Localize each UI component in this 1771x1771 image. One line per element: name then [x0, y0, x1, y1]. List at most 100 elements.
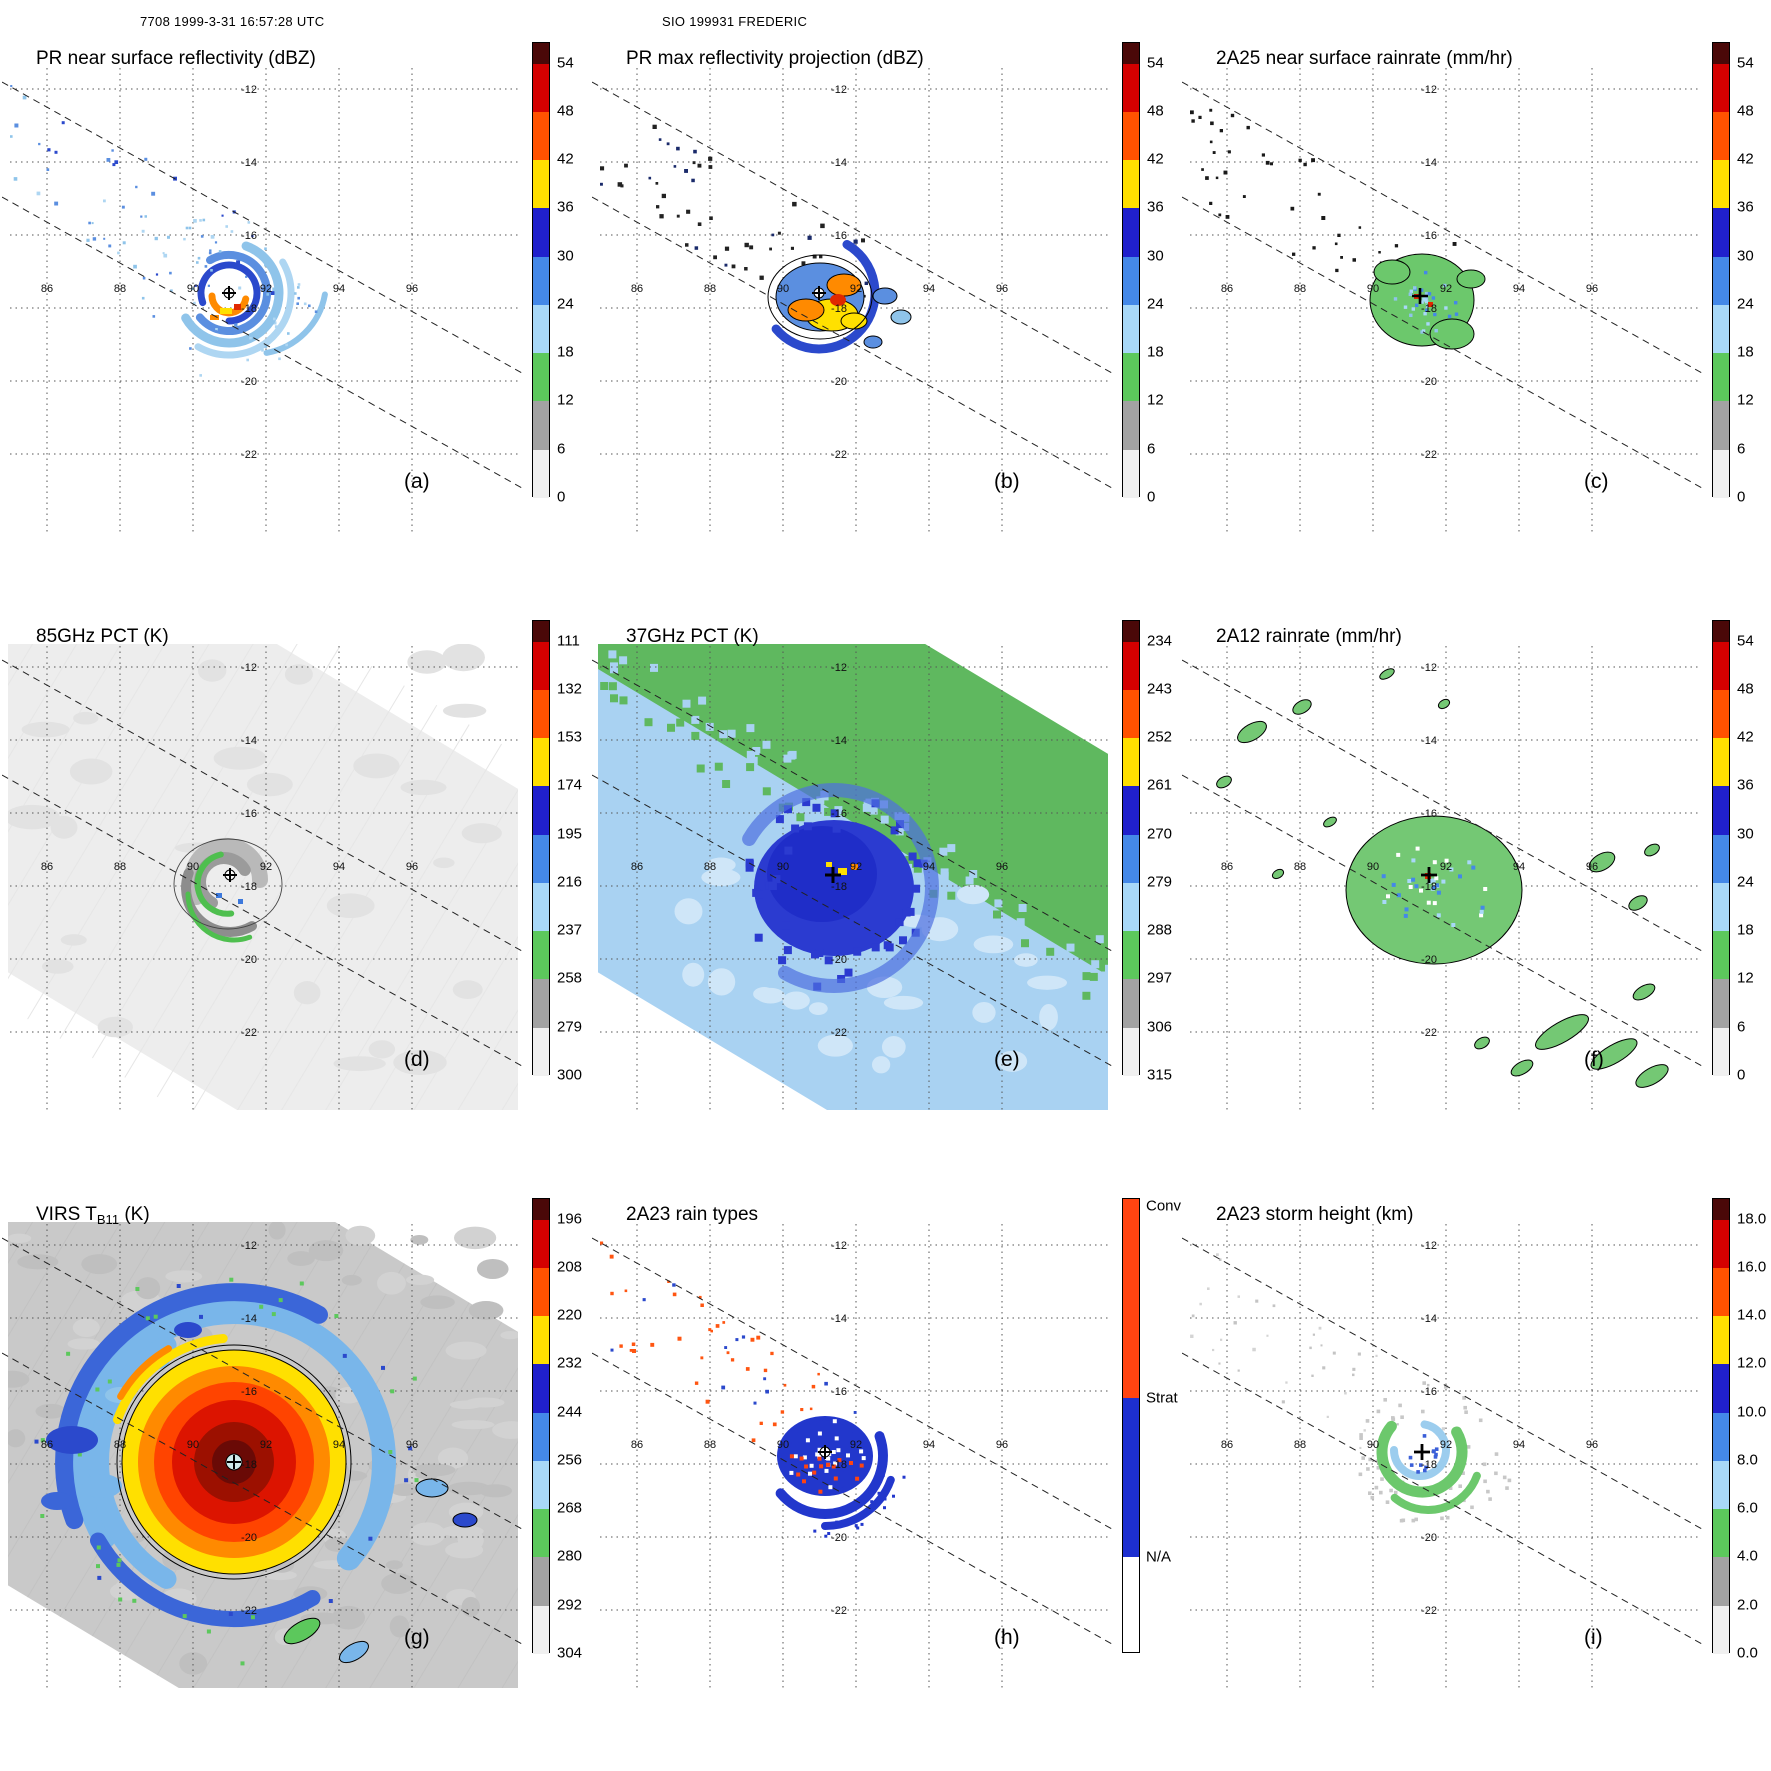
panel-f: 86 88 90 92 94 96 -12 -14 -16 -18 -20 -22 2A12 rainr… — [1180, 608, 1770, 1186]
colorbar-tick-label: 6 — [557, 440, 566, 458]
lon-label: 90 — [777, 861, 789, 873]
lat-label: -18 — [1421, 881, 1437, 893]
colorbar-tick-label: 234 — [1147, 632, 1173, 649]
colorbar-segment — [533, 1460, 549, 1510]
colorbar-segment — [533, 353, 549, 402]
colorbar-tick-label: 12 — [1147, 391, 1164, 409]
lat-label: -16 — [1421, 1386, 1437, 1398]
lon-label: 96 — [406, 283, 418, 295]
swath-edge-lines — [1182, 659, 1703, 1067]
lat-label: -14 — [241, 157, 257, 169]
colorbar-segment — [533, 641, 549, 690]
panel-b: 86 88 90 92 94 96 -12 -14 -16 -18 -20 -22 PR max ref… — [590, 30, 1180, 608]
colorbar-segment — [1713, 208, 1729, 257]
lat-label: -12 — [831, 84, 847, 96]
lat-label: -14 — [831, 157, 847, 169]
colorbar-segment — [533, 256, 549, 305]
colorbar-tick-label: 30 — [1737, 825, 1754, 843]
colorbar-segment — [533, 786, 549, 835]
colorbar-segment — [533, 1027, 549, 1076]
colorbar-tick-label: 36 — [557, 198, 574, 216]
lat-label: -16 — [1421, 230, 1437, 242]
lat-label: -18 — [241, 1459, 257, 1471]
lon-label: 92 — [260, 283, 272, 295]
colorbar-tick-label: 48 — [557, 102, 574, 120]
colorbar-segment — [1123, 979, 1139, 1028]
panel-title: 2A12 rainrate (mm/hr) — [1216, 626, 1402, 647]
panel-title: VIRS TB11 (K) — [36, 1204, 150, 1227]
colorbar-tick-label: 232 — [557, 1354, 583, 1372]
colorbar-segment — [533, 1267, 549, 1317]
colorbar-tick-label: 30 — [557, 247, 574, 265]
lon-label: 90 — [1367, 1439, 1379, 1451]
colorbar-tick-label: 2.0 — [1737, 1596, 1758, 1614]
colorbar-segment — [1123, 160, 1139, 209]
lon-label: 94 — [333, 283, 345, 295]
colorbar-tick-label: 48 — [1737, 102, 1754, 120]
colorbar-tick-label: 132 — [557, 680, 583, 698]
panel-letter: (g) — [404, 1626, 430, 1649]
colorbar-tick-label: 36 — [1737, 198, 1754, 216]
panel-h: 86 88 90 92 94 96 -12 -14 -16 -18 -20 -22 2A23 rain … — [590, 1186, 1181, 1764]
graticule-labels: 86 88 90 92 94 96 -12 -14 -16 -18 -20 -22 VIRS TB11 … — [36, 1204, 430, 1649]
lon-label: 88 — [1294, 1439, 1306, 1451]
lat-label: -16 — [241, 1386, 257, 1398]
lon-label: 86 — [41, 283, 53, 295]
colorbar-tick-label: 14.0 — [1737, 1306, 1767, 1324]
colorbar-tick-label: 42 — [1737, 728, 1754, 746]
colorbar-tick-label: 306 — [1147, 1018, 1173, 1036]
colorbar-segment — [1123, 931, 1139, 980]
lat-label: -14 — [831, 735, 847, 747]
colorbar-segment — [1713, 304, 1729, 354]
swath-edge-lines — [592, 1237, 1113, 1645]
lat-label: -20 — [831, 954, 847, 966]
lat-label: -12 — [241, 84, 257, 96]
lon-label: 90 — [187, 861, 199, 873]
colorbar-segment — [1713, 1605, 1729, 1654]
panel-title: 2A23 storm height (km) — [1216, 1204, 1413, 1225]
colorbar-tick-label: 16.0 — [1737, 1258, 1767, 1276]
lat-label: -12 — [1421, 1240, 1437, 1252]
panel-letter: (a) — [404, 470, 430, 493]
colorbar-tick-label: 304 — [557, 1644, 583, 1662]
lon-label: 86 — [631, 283, 643, 295]
storm-name-label: SIO 199931 FREDERIC — [662, 14, 808, 29]
colorbar-segment — [1713, 111, 1729, 161]
lat-label: -22 — [831, 449, 847, 461]
plot-b: 86 88 90 92 94 96 -12 -14 -16 -18 -20 -22 PR max ref… — [592, 48, 1113, 532]
colorbar-segment — [533, 160, 549, 209]
colorbar-tick-label: 54 — [1737, 54, 1754, 71]
colorbar-tick-label: 216 — [557, 873, 583, 891]
colorbar-segment — [1123, 1398, 1139, 1557]
plot-e: 86 88 90 92 94 96 -12 -14 -16 -18 -20 -22 37GHz PCT … — [592, 626, 1113, 1110]
colorbar-tick-label: 18 — [1737, 343, 1754, 361]
colorbar-tick-label: 4.0 — [1737, 1547, 1758, 1565]
storm-raster — [34, 1277, 478, 1666]
lat-label: -14 — [1421, 157, 1437, 169]
colorbar-tick-label: 153 — [557, 728, 583, 746]
colorbar-segment — [1713, 1219, 1729, 1268]
colorbar-tick-label: 111 — [557, 632, 580, 649]
colorbar-d — [532, 620, 550, 1076]
colorbar-segment — [1123, 786, 1139, 835]
lon-label: 94 — [333, 861, 345, 873]
swath-edge-lines — [2, 659, 523, 1067]
lat-label: -16 — [241, 808, 257, 820]
colorbar-segment — [533, 449, 549, 498]
lon-label: 96 — [406, 861, 418, 873]
lon-label: 90 — [187, 1439, 199, 1451]
lon-label: 88 — [114, 861, 126, 873]
lon-label: 88 — [704, 1439, 716, 1451]
lon-label: 90 — [1367, 283, 1379, 295]
lat-label: -20 — [831, 376, 847, 388]
graticule-labels: 86 88 90 92 94 96 -12 -14 -16 -18 -20 -22 PR near su… — [36, 48, 430, 493]
panel-i: 86 88 90 92 94 96 -12 -14 -16 -18 -20 -22 2A23 storm… — [1180, 1186, 1770, 1764]
colorbar-tick-label: 12 — [557, 391, 574, 409]
lat-label: -22 — [831, 1605, 847, 1617]
colorbar-segment — [1713, 834, 1729, 883]
graticule-labels: 86 88 90 92 94 96 -12 -14 -16 -18 -20 -22 85GHz PCT … — [36, 626, 430, 1071]
lon-label: 92 — [850, 283, 862, 295]
raintype-label: Strat — [1146, 1389, 1178, 1407]
colorbar-tick-label: 0 — [1147, 488, 1156, 506]
